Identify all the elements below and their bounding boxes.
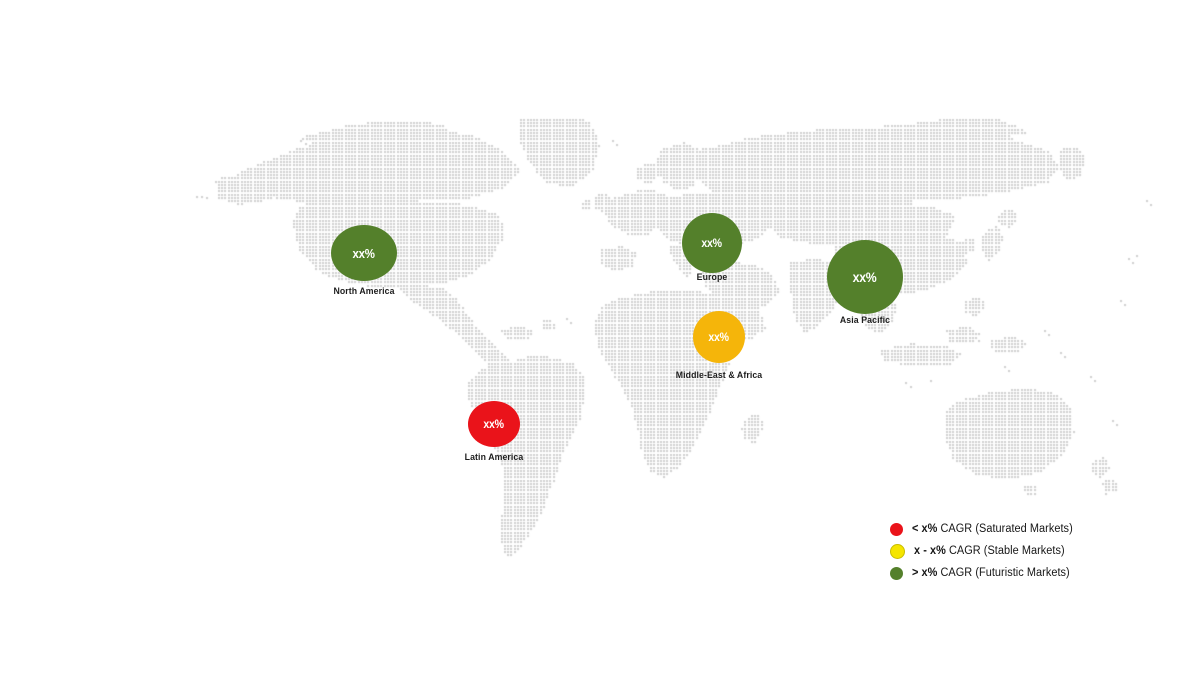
region-label-north-america: North America xyxy=(333,286,395,297)
legend-item-futuristic[interactable]: > x% CAGR (Futuristic Markets) xyxy=(890,562,1150,584)
region-bubble-value: xx% xyxy=(352,245,376,261)
legend-item-saturated[interactable]: < x% CAGR (Saturated Markets) xyxy=(890,518,1150,540)
region-bubble-latin-america[interactable]: xx% xyxy=(468,401,520,447)
region-label-middle-east-africa: Middle-East & Africa xyxy=(675,370,763,381)
legend-range-stable: x - x% xyxy=(914,545,946,557)
region-bubble-asia-pacific[interactable]: xx% xyxy=(827,240,903,314)
legend-range-saturated: < x% xyxy=(912,523,938,535)
legend-dot-icon-saturated xyxy=(890,522,903,536)
legend-desc-saturated: CAGR (Saturated Markets) xyxy=(937,523,1073,535)
legend-desc-stable: CAGR (Stable Markets) xyxy=(945,545,1065,557)
legend-label-stable: x - x% CAGR (Stable Markets) xyxy=(914,545,1065,557)
legend-label-futuristic: > x% CAGR (Futuristic Markets) xyxy=(912,567,1070,579)
region-label-asia-pacific: Asia Pacific xyxy=(839,315,891,326)
region-bubble-value: xx% xyxy=(708,330,730,344)
region-label-latin-america: Latin America xyxy=(464,452,524,463)
region-bubble-value: xx% xyxy=(483,417,505,431)
region-bubble-europe[interactable]: xx% xyxy=(682,213,742,273)
legend-dot-icon-futuristic xyxy=(890,566,903,580)
legend-desc-futuristic: CAGR (Futuristic Markets) xyxy=(937,567,1070,579)
region-bubble-value: xx% xyxy=(853,269,877,285)
region-bubble-north-america[interactable]: xx% xyxy=(331,225,397,281)
legend-dot-icon-stable xyxy=(890,543,905,559)
region-label-europe: Europe xyxy=(696,272,728,283)
legend-range-futuristic: > x% xyxy=(912,567,938,579)
region-bubble-middle-east-africa[interactable]: xx% xyxy=(693,311,745,363)
legend-item-stable[interactable]: x - x% CAGR (Stable Markets) xyxy=(890,540,1150,562)
region-bubble-value: xx% xyxy=(701,236,723,250)
cagr-legend: < x% CAGR (Saturated Markets) x - x% CAGR… xyxy=(890,518,1150,584)
legend-label-saturated: < x% CAGR (Saturated Markets) xyxy=(912,523,1073,535)
